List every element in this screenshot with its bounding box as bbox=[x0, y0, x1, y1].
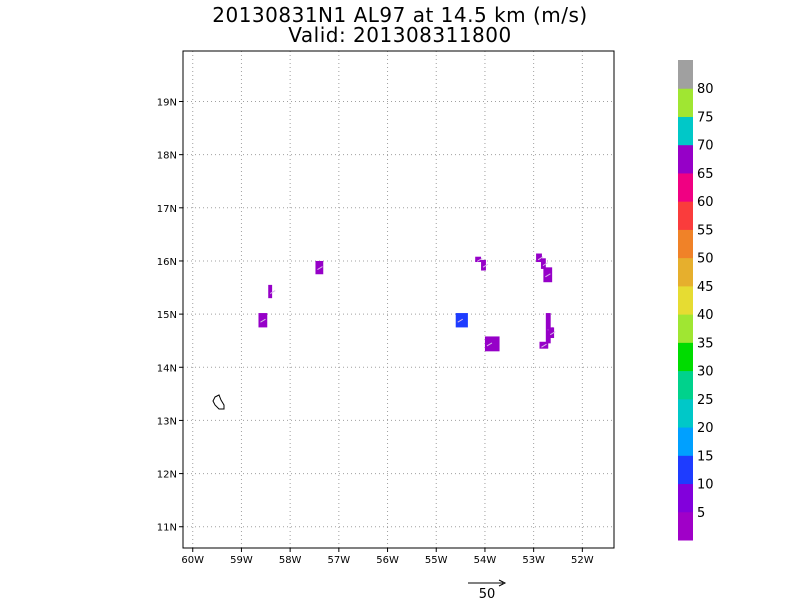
y-tick-label: 16N bbox=[157, 257, 177, 268]
y-tick-label: 12N bbox=[157, 470, 177, 481]
colorbar: 5 10 15 20 25 30 35 40 45 50 55 60 65 70 75 80 bbox=[678, 60, 714, 541]
colorbar-label: 75 bbox=[697, 110, 714, 125]
reference-vector: 50 bbox=[468, 579, 507, 600]
coastline bbox=[212, 394, 225, 410]
data-cell bbox=[481, 259, 486, 271]
wind-vector bbox=[260, 318, 266, 323]
colorbar-label: 80 bbox=[697, 82, 714, 97]
x-tick-label: 58W bbox=[279, 555, 302, 566]
colorbar-swatch bbox=[678, 370, 693, 400]
wind-vector bbox=[476, 257, 483, 262]
reference-arrow-head bbox=[498, 579, 507, 587]
y-tick-label: 19N bbox=[157, 97, 177, 108]
colorbar-swatch bbox=[678, 398, 693, 428]
x-tick-label: 55W bbox=[425, 555, 448, 566]
colorbar-label: 20 bbox=[697, 421, 714, 436]
plot-frame bbox=[182, 50, 615, 549]
colorbar-label: 70 bbox=[697, 139, 714, 154]
colorbar-label: 50 bbox=[697, 252, 714, 267]
wind-vector bbox=[457, 318, 463, 323]
colorbar-swatch bbox=[678, 60, 693, 89]
y-tick-label: 14N bbox=[157, 363, 177, 374]
colorbar-label: 45 bbox=[697, 280, 714, 295]
wind-vector bbox=[545, 273, 551, 278]
colorbar-swatch bbox=[678, 455, 693, 485]
colorbar-label: 15 bbox=[697, 449, 714, 464]
data-cell bbox=[548, 327, 555, 339]
x-tick-label: 57W bbox=[328, 555, 351, 566]
wind-vector bbox=[482, 263, 489, 268]
wind-vector bbox=[486, 342, 493, 347]
colorbar-label: 10 bbox=[697, 478, 714, 493]
y-tick-label: 17N bbox=[157, 204, 177, 215]
chart-subtitle: Valid: 201308311800 bbox=[288, 23, 512, 47]
data-cell bbox=[475, 256, 482, 263]
colorbar-swatch bbox=[678, 229, 693, 259]
colorbar-label: 5 bbox=[697, 506, 705, 521]
x-tick-label: 60W bbox=[181, 555, 204, 566]
wind-vector bbox=[537, 256, 544, 261]
wind-vector bbox=[541, 343, 547, 348]
data-cell bbox=[540, 258, 546, 269]
colorbar-swatch bbox=[678, 483, 693, 513]
plot-area bbox=[183, 51, 614, 548]
colorbar-swatch bbox=[678, 88, 693, 117]
colorbar-swatch bbox=[678, 342, 693, 372]
x-tick-label: 52W bbox=[571, 555, 594, 566]
data-cell bbox=[484, 336, 500, 352]
y-tick-label: 13N bbox=[157, 416, 177, 427]
data-cell bbox=[536, 253, 542, 263]
colorbar-label: 25 bbox=[697, 393, 714, 408]
x-axis-ticks: 60W 59W 58W 57W 56W 55W 54W 53W 52W bbox=[181, 548, 594, 566]
x-tick-label: 54W bbox=[474, 555, 497, 566]
colorbar-swatch bbox=[678, 116, 693, 146]
colorbar-label: 55 bbox=[697, 223, 714, 238]
data-cell bbox=[268, 284, 273, 299]
island-outline bbox=[212, 394, 225, 410]
data-cell bbox=[315, 260, 324, 275]
wind-vector bbox=[269, 290, 276, 294]
x-tick-label: 53W bbox=[522, 555, 545, 566]
y-axis-ticks: 11N 12N 13N 14N 15N 16N 17N 18N 19N bbox=[157, 97, 183, 534]
colorbar-swatch bbox=[678, 172, 693, 202]
colorbar-swatch bbox=[678, 201, 693, 230]
colorbar-label: 65 bbox=[697, 167, 714, 182]
y-tick-label: 15N bbox=[157, 310, 177, 321]
wind-vector bbox=[542, 262, 549, 267]
wind-vector bbox=[549, 331, 556, 336]
y-tick-label: 18N bbox=[157, 151, 177, 162]
colorbar-swatch bbox=[678, 285, 693, 315]
x-tick-label: 56W bbox=[376, 555, 399, 566]
colorbar-label: 60 bbox=[697, 195, 714, 210]
colorbar-label: 30 bbox=[697, 365, 714, 380]
colorbar-swatch bbox=[678, 314, 693, 343]
colorbar-swatch bbox=[678, 511, 693, 541]
reference-vector-label: 50 bbox=[479, 587, 496, 600]
data-cells bbox=[258, 253, 556, 352]
colorbar-swatch bbox=[678, 144, 693, 174]
y-tick-label: 11N bbox=[157, 523, 177, 534]
colorbar-swatch bbox=[678, 427, 693, 456]
chart-title: 20130831N1 AL97 at 14.5 km (m/s) bbox=[212, 3, 588, 27]
grid bbox=[183, 51, 614, 548]
colorbar-label: 35 bbox=[697, 336, 714, 351]
wind-vector bbox=[317, 266, 323, 271]
colorbar-swatch bbox=[678, 257, 693, 287]
colorbar-label: 40 bbox=[697, 308, 714, 323]
x-tick-label: 59W bbox=[230, 555, 253, 566]
